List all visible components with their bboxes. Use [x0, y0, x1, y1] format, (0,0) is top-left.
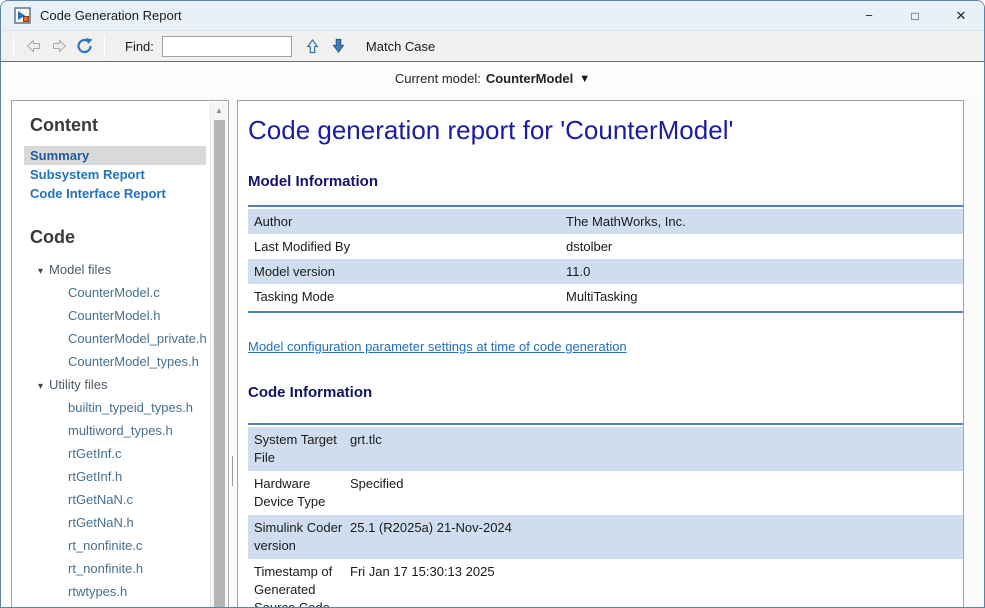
page-title: Code generation report for 'CounterModel… — [248, 115, 734, 145]
toolbar-separator — [13, 35, 14, 57]
forward-button[interactable] — [46, 34, 72, 58]
tree-file[interactable]: rt_nonfinite.c — [68, 538, 143, 553]
tree-collapse-icon: ▾ — [38, 266, 44, 277]
current-model-selector[interactable]: CounterModel — [485, 71, 574, 86]
code-information-table: System Target File grt.tlc Hardware Devi… — [248, 423, 963, 608]
tree-file[interactable]: rtGetNaN.c — [68, 492, 134, 507]
tree-file[interactable]: rtwtypes.h — [68, 584, 128, 599]
find-previous-button[interactable] — [300, 34, 326, 58]
tree-file[interactable]: rtGetInf.h — [68, 469, 123, 484]
tree-file[interactable]: CounterModel.c — [68, 285, 160, 300]
toolbar: Find: Match Case — [1, 31, 984, 62]
tree-file[interactable]: rtGetInf.c — [68, 446, 122, 461]
model-configuration-link[interactable]: Model configuration parameter settings a… — [248, 339, 627, 354]
tree-file[interactable]: multiword_types.h — [68, 423, 173, 438]
content-area: Content Summary Subsystem Report Code In… — [1, 96, 984, 608]
maximize-button[interactable]: □ — [911, 8, 919, 23]
tree-file[interactable]: CounterModel_private.h — [68, 331, 207, 346]
table-row: Hardware Device Type Specified — [254, 476, 404, 509]
tree-file[interactable]: CounterModel_types.h — [68, 354, 199, 369]
refresh-button[interactable] — [72, 34, 98, 58]
tree-group-model-files[interactable]: ▾ Model files — [38, 262, 112, 277]
sidebar-scrollbar[interactable]: ▲ — [210, 102, 227, 607]
current-model-prefix: Current model: — [394, 71, 481, 86]
match-case-option[interactable]: Match Case — [365, 38, 436, 54]
scrollbar-thumb[interactable] — [214, 120, 225, 607]
simulink-report-icon — [14, 6, 32, 25]
sidebar: Content Summary Subsystem Report Code In… — [11, 100, 229, 607]
table-row: Model version 11.0 — [248, 259, 963, 284]
model-information-heading: Model Information — [248, 173, 378, 190]
back-button[interactable] — [20, 34, 46, 58]
scroll-up-icon[interactable]: ▲ — [215, 106, 223, 115]
close-button[interactable]: ✕ — [955, 7, 967, 23]
table-row: Timestamp of Generated Source Code Fri J… — [254, 564, 495, 608]
code-file-tree: ▾ Model files CounterModel.c CounterModel… — [22, 258, 207, 603]
content-heading: Content — [30, 115, 98, 135]
code-information-heading: Code Information — [248, 384, 373, 401]
table-row: Author The MathWorks, Inc. — [248, 209, 963, 234]
tree-group-utility-files[interactable]: ▾ Utility files — [38, 377, 108, 392]
find-next-button[interactable] — [326, 34, 352, 58]
table-row: Last Modified By dstolber — [254, 239, 613, 254]
find-label: Find: — [125, 38, 154, 54]
toolbar-separator — [104, 35, 105, 57]
table-row: Simulink Coder version 25.1 (R2025a) 21-… — [248, 515, 963, 559]
tree-file[interactable]: builtin_typeid_types.h — [68, 400, 194, 415]
minimize-button[interactable]: − — [865, 8, 873, 23]
pane-splitter[interactable] — [232, 456, 233, 486]
tree-file[interactable]: CounterModel.h — [68, 308, 161, 323]
table-row: Tasking Mode MultiTasking — [254, 289, 638, 304]
chevron-down-icon[interactable]: ▼ — [579, 72, 591, 85]
find-input[interactable] — [161, 35, 292, 57]
window-title: Code Generation Report — [40, 8, 182, 23]
window-controls: − □ ✕ — [846, 1, 984, 30]
nav-item-code-interface-report[interactable]: Code Interface Report — [30, 186, 166, 201]
current-model-bar: Current model: CounterModel ▼ — [1, 62, 984, 95]
report-nav-list: Summary Subsystem Report Code Interface … — [24, 146, 206, 203]
code-heading: Code — [30, 227, 75, 247]
tree-file[interactable]: rt_nonfinite.h — [68, 561, 144, 576]
table-row: System Target File grt.tlc — [248, 427, 963, 471]
model-information-table: Author The MathWorks, Inc. Last Modified… — [248, 205, 963, 313]
nav-item-subsystem-report[interactable]: Subsystem Report — [30, 167, 145, 182]
nav-item-summary[interactable]: Summary — [24, 146, 206, 165]
tree-collapse-icon: ▾ — [38, 381, 44, 392]
report-panel: Code generation report for 'CounterModel… — [237, 100, 964, 608]
tree-file[interactable]: rtGetNaN.h — [68, 515, 134, 530]
titlebar: Code Generation Report − □ ✕ — [1, 1, 984, 31]
